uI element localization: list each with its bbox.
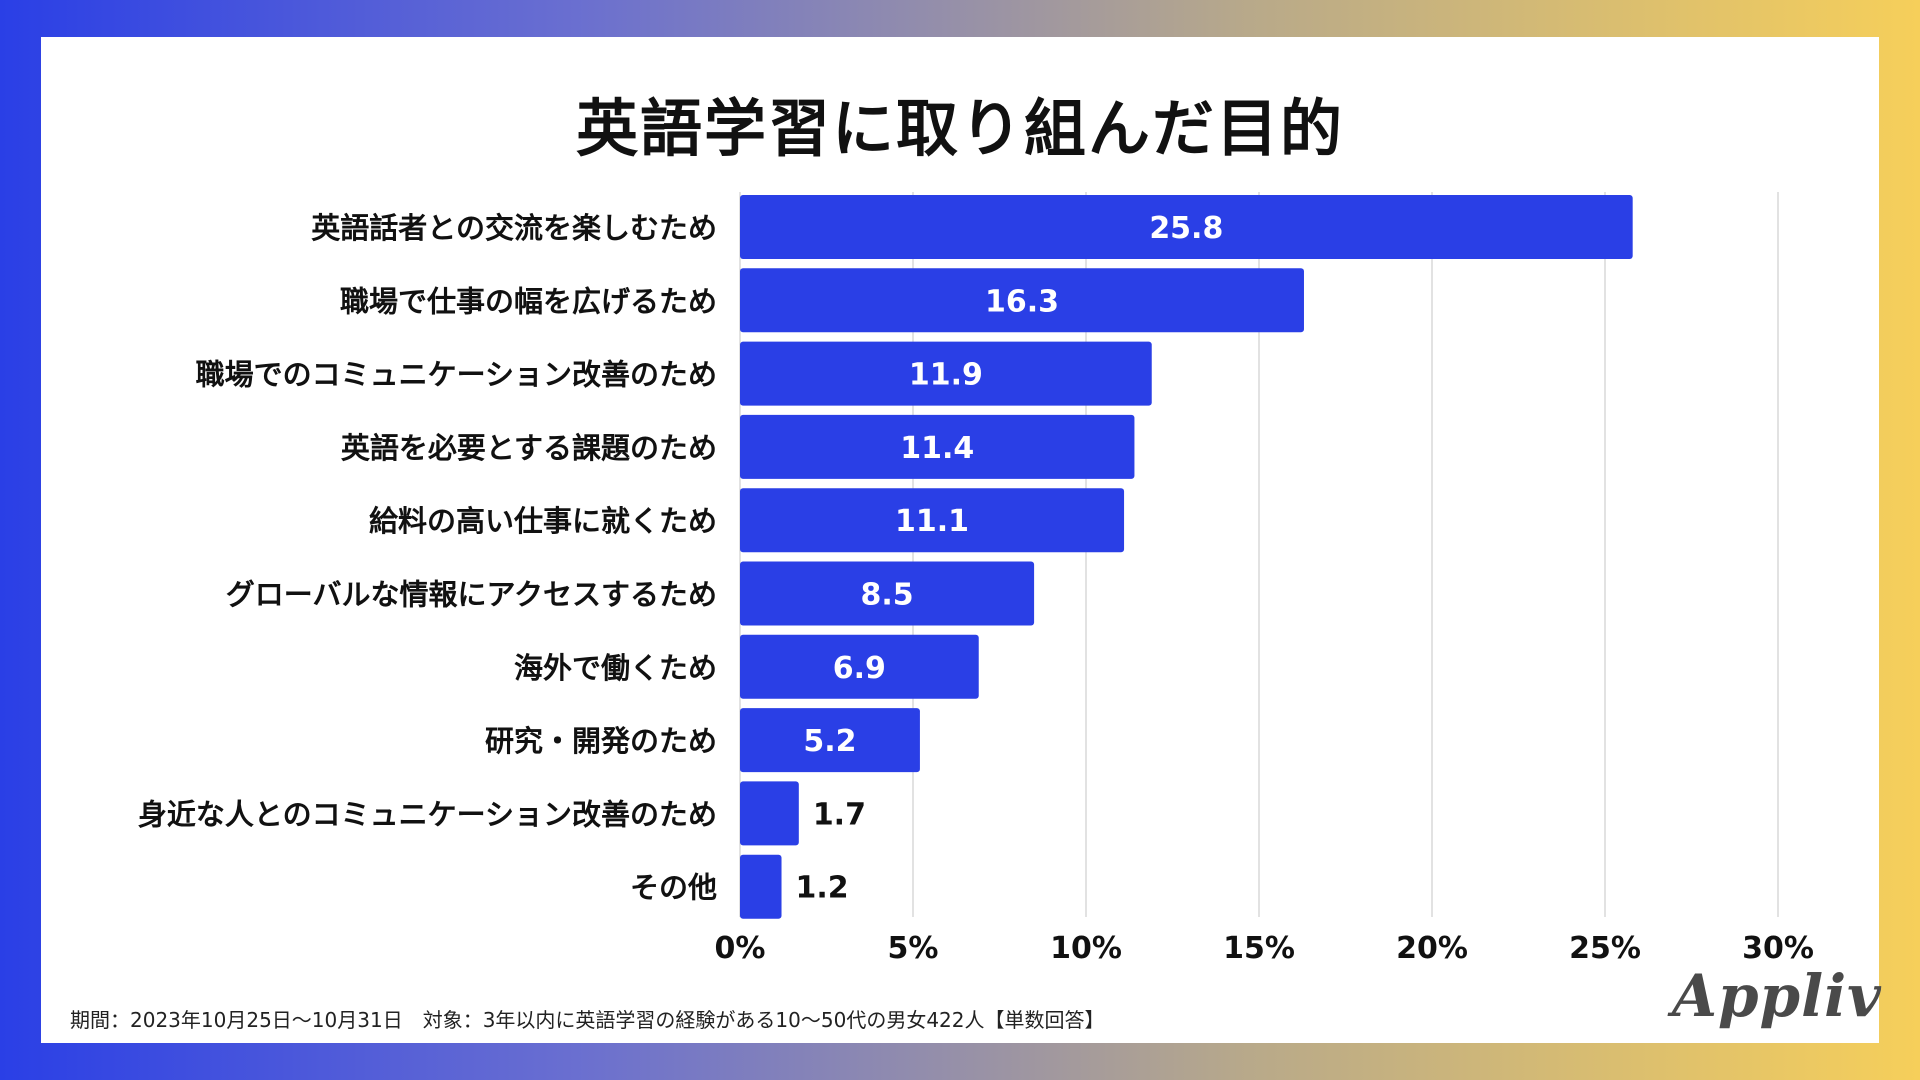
value-label: 11.1 [895, 504, 969, 539]
x-tick-label: 10% [1050, 931, 1122, 966]
value-label: 11.4 [900, 431, 974, 466]
value-label: 25.8 [1149, 211, 1223, 246]
category-label: 職場で仕事の幅を広げるため [340, 284, 717, 318]
bar [740, 488, 1125, 553]
category-label: 身近な人とのコミュニケーション改善のため [138, 797, 717, 831]
category-label: 研究・開発のため [485, 724, 717, 758]
bar [740, 708, 920, 773]
bar [740, 854, 782, 919]
value-label: 1.2 [796, 871, 849, 906]
bar [740, 195, 1633, 259]
bar [740, 781, 799, 846]
x-tick-label: 0% [715, 931, 766, 966]
category-label: グローバルな情報にアクセスするため [226, 578, 717, 612]
category-label: 海外で働くため [514, 651, 717, 685]
value-label: 1.7 [813, 797, 866, 832]
value-label: 5.2 [803, 724, 856, 759]
x-tick-label: 25% [1569, 931, 1641, 966]
category-label: その他 [630, 871, 717, 905]
bar [740, 561, 1035, 626]
label-layer: 0% 5% 10% 15% 20% 25% 30% 英語話者との交流を楽しむため 25.8 職場で… [138, 211, 1814, 966]
value-label: 8.5 [860, 578, 913, 613]
survey-footnote: 期間：2023年10月25日〜10月31日 対象：3年以内に英語学習の経験がある… [70, 1008, 1105, 1032]
value-label: 6.9 [833, 651, 886, 686]
category-label: 英語話者との交流を楽しむため [311, 211, 717, 245]
bar [740, 341, 1152, 406]
x-tick-label: 20% [1396, 931, 1468, 966]
value-label: 11.9 [909, 358, 983, 393]
x-tick-label: 5% [888, 931, 939, 966]
appliv-logo: Appliv [1672, 962, 1882, 1030]
bar [740, 268, 1304, 333]
x-tick-label: 30% [1742, 931, 1814, 966]
bar [740, 414, 1135, 479]
category-label: 英語を必要とする課題のため [341, 431, 717, 465]
chart-title: 英語学習に取り組んだ目的 [575, 92, 1344, 165]
category-label: 職場でのコミュニケーション改善のため [196, 358, 717, 392]
x-tick-label: 15% [1223, 931, 1295, 966]
bar [740, 634, 979, 699]
value-label: 16.3 [985, 284, 1059, 319]
bar-layer [740, 195, 1633, 919]
category-label: 給料の高い仕事に就くため [369, 504, 717, 538]
